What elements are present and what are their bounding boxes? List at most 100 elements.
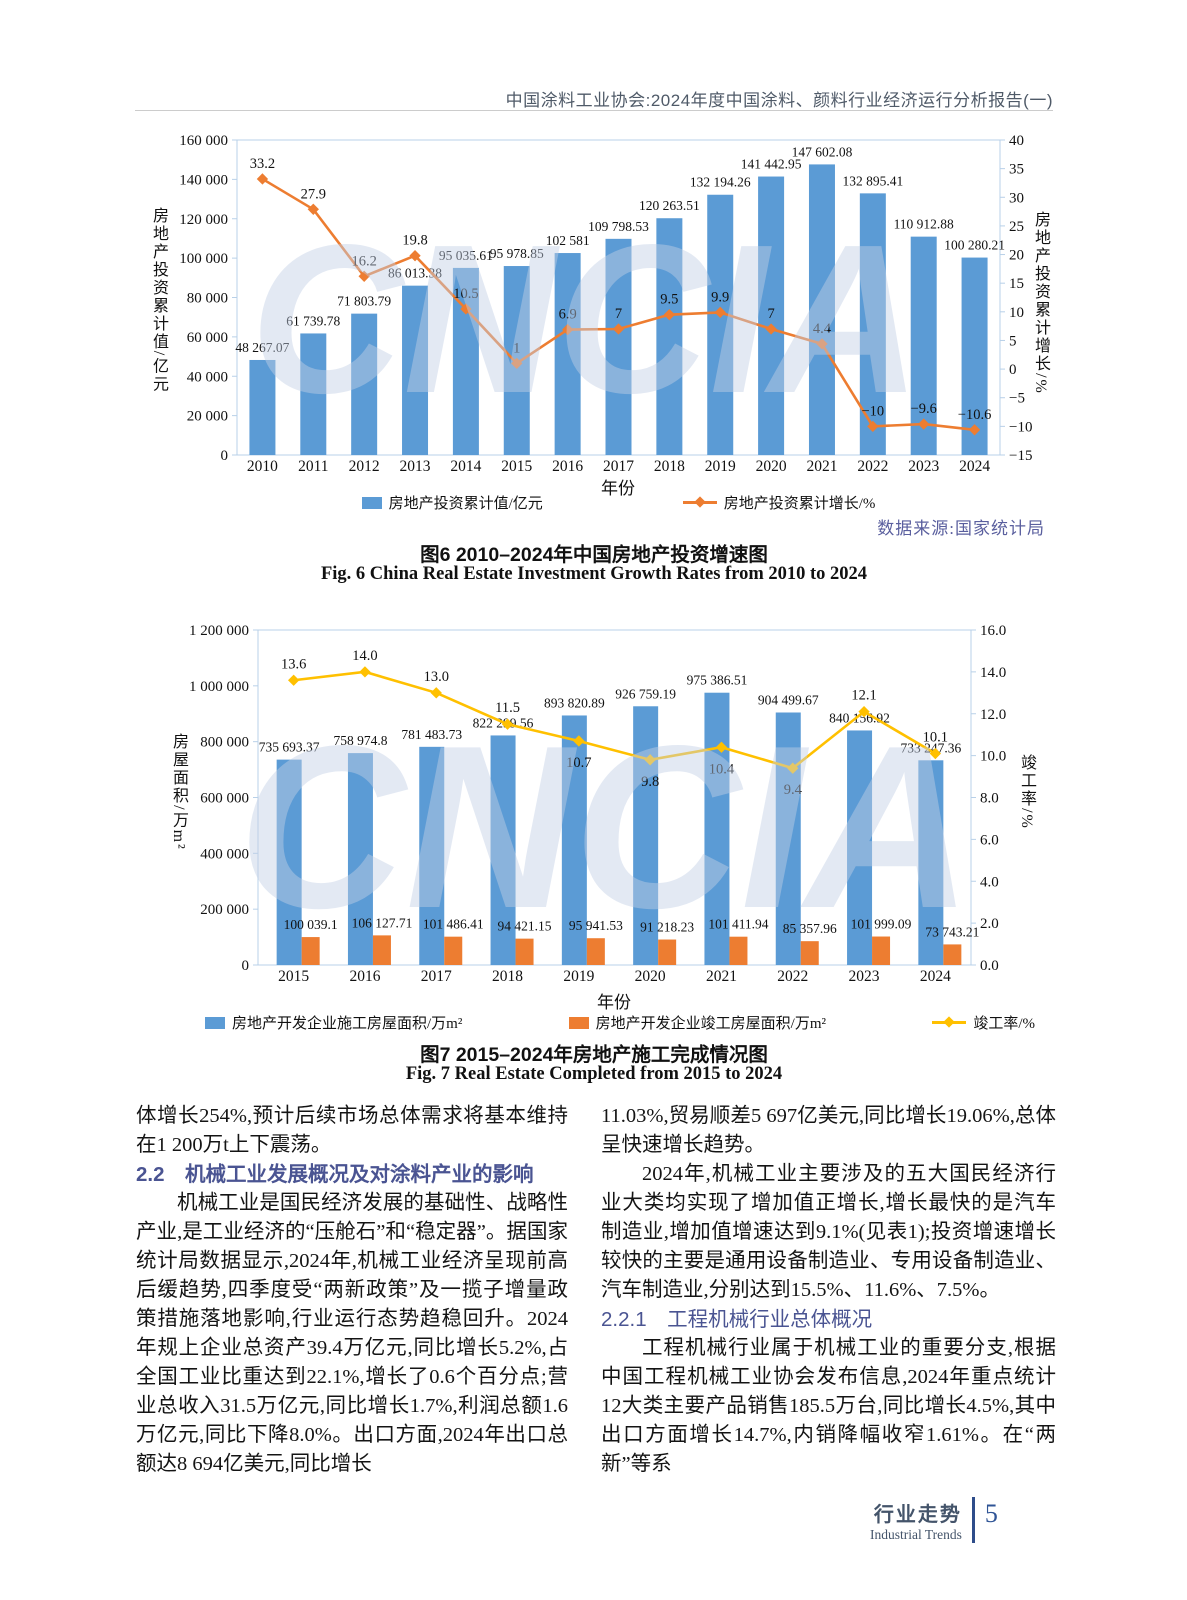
svg-text:95 978.85: 95 978.85: [490, 246, 544, 261]
svg-text:−15: −15: [1009, 448, 1032, 464]
svg-text:2021: 2021: [706, 968, 737, 985]
svg-text:1: 1: [513, 340, 520, 356]
body-paragraph: 体增长254%,预计后续市场总体需求将基本维持在1 200万t上下震荡。: [136, 1105, 568, 1156]
svg-text:95 035.61: 95 035.61: [439, 248, 493, 263]
body-paragraph: 工程机械行业属于机械工业的重要分支,根据中国工程机械工业协会发布信息,2024年…: [601, 1337, 1056, 1475]
page-footer: 行业走势 Industrial Trends 5: [870, 1497, 998, 1543]
legend-bar-swatch-icon: [568, 1016, 589, 1029]
header-divider: [135, 110, 1053, 111]
svg-text:10.0: 10.0: [980, 749, 1006, 765]
svg-text:904 499.67: 904 499.67: [758, 692, 819, 707]
svg-text:100 000: 100 000: [179, 251, 228, 267]
svg-text:110 912.88: 110 912.88: [894, 217, 954, 232]
fig7-right-axis-title: 竣工率/%: [1018, 754, 1035, 830]
svg-text:48 267.07: 48 267.07: [235, 340, 289, 355]
header-title: 中国涂料工业协会:2024年度中国涂料、颜料行业经济运行分析报告(一): [505, 91, 1053, 110]
svg-text:926 759.19: 926 759.19: [615, 686, 676, 701]
svg-text:16.0: 16.0: [980, 623, 1006, 639]
svg-text:101 999.09: 101 999.09: [851, 917, 912, 932]
svg-text:7: 7: [615, 306, 622, 322]
svg-text:27.9: 27.9: [301, 186, 326, 202]
svg-text:120 000: 120 000: [179, 212, 228, 228]
svg-text:102 581: 102 581: [546, 233, 590, 248]
svg-text:94 421.15: 94 421.15: [498, 919, 552, 934]
svg-text:800 000: 800 000: [200, 735, 249, 751]
svg-text:61 739.78: 61 739.78: [286, 313, 340, 328]
svg-text:140 000: 140 000: [179, 172, 228, 188]
legend-item: 房地产投资累计值/亿元: [361, 492, 543, 513]
svg-text:2014: 2014: [450, 458, 481, 475]
legend-label: 房地产开发企业竣工房屋面积/万m²: [595, 1016, 826, 1032]
svg-text:10: 10: [1009, 305, 1024, 321]
svg-text:147 602.08: 147 602.08: [792, 144, 853, 159]
footer-divider-bar: [971, 1497, 975, 1543]
fig6-left-axis-title: 房地产投资累计值/亿元: [150, 206, 167, 394]
body-right-column: 11.03%,贸易顺差5 697亿美元,同比增长19.06%,总体呈快速增长趋势…: [601, 1102, 1056, 1479]
svg-text:893 820.89: 893 820.89: [544, 695, 605, 710]
svg-text:0: 0: [242, 958, 250, 974]
svg-text:−10.6: −10.6: [958, 407, 992, 423]
body-paragraph: 11.03%,贸易顺差5 697亿美元,同比增长19.06%,总体呈快速增长趋势…: [601, 1105, 1056, 1156]
svg-text:975 386.51: 975 386.51: [687, 673, 748, 688]
legend-label: 竣工率/%: [973, 1016, 1035, 1032]
x-category-labels: 2010 2011 2012 2013 2014 2015 2016 2017 2018 2019…: [247, 458, 990, 475]
legend-bar-swatch-icon: [205, 1016, 225, 1029]
section-title: 工程机械行业总体概况: [667, 1308, 873, 1331]
svg-text:10.7: 10.7: [566, 755, 591, 771]
svg-text:40 000: 40 000: [187, 369, 228, 385]
page-number: 5: [984, 1499, 998, 1528]
svg-text:10.4: 10.4: [709, 761, 735, 777]
svg-text:100 039.1: 100 039.1: [284, 917, 338, 932]
svg-text:120 263.51: 120 263.51: [639, 198, 700, 213]
section-heading: 2.2.1 工程机械行业总体概况: [601, 1305, 1056, 1334]
section-number: 2.2.1: [601, 1308, 647, 1331]
section-number: 2.2: [136, 1163, 165, 1186]
fig7-legend: 房地产开发企业施工房屋面积/万m² 房地产开发企业竣工房屋面积/万m² 竣工率/%: [205, 1012, 1035, 1033]
svg-text:4.0: 4.0: [980, 874, 999, 890]
svg-text:400 000: 400 000: [200, 846, 249, 862]
footer-title-cn: 行业走势: [873, 1503, 962, 1526]
svg-text:781 483.73: 781 483.73: [401, 727, 462, 742]
svg-text:2016: 2016: [349, 968, 380, 985]
svg-text:2024: 2024: [959, 458, 990, 475]
svg-text:14.0: 14.0: [352, 648, 377, 664]
svg-text:0.0: 0.0: [980, 958, 999, 974]
legend-label: 房地产投资累计增长/%: [723, 496, 876, 512]
fig7-caption-cn: 图7 2015–2024年房地产施工完成情况图: [420, 1044, 768, 1066]
svg-text:9.5: 9.5: [660, 292, 678, 308]
svg-text:733 247.36: 733 247.36: [900, 740, 961, 755]
svg-text:2020: 2020: [635, 968, 666, 985]
section-heading: 2.2 机械工业发展概况及对涂料产业的影响: [136, 1160, 568, 1189]
legend-item: 房地产投资累计增长/%: [682, 492, 876, 513]
svg-text:16.2: 16.2: [351, 253, 376, 269]
svg-text:−9.6: −9.6: [911, 401, 937, 417]
bar-series: [249, 164, 988, 456]
svg-text:0: 0: [1009, 362, 1017, 378]
svg-text:2023: 2023: [849, 968, 880, 985]
svg-text:85 357.96: 85 357.96: [783, 921, 837, 936]
fig6-caption-en: Fig. 6 China Real Estate Investment Grow…: [320, 564, 868, 584]
section-title: 机械工业发展概况及对涂料产业的影响: [185, 1163, 534, 1186]
svg-text:840 156.92: 840 156.92: [829, 710, 890, 725]
legend-line-swatch-icon: [932, 1016, 967, 1028]
svg-text:2017: 2017: [603, 458, 634, 475]
svg-text:141 442.95: 141 442.95: [741, 157, 802, 172]
legend-item: 竣工率/%: [932, 1012, 1035, 1033]
svg-text:20 000: 20 000: [187, 409, 228, 425]
svg-text:2.0: 2.0: [980, 916, 999, 932]
legend-item: 房地产开发企业施工房屋面积/万m²: [205, 1012, 462, 1033]
svg-text:2019: 2019: [563, 968, 594, 985]
footer-titles: 行业走势 Industrial Trends: [870, 1498, 962, 1543]
svg-text:13.6: 13.6: [281, 656, 306, 672]
svg-text:12.1: 12.1: [851, 688, 876, 704]
svg-text:2011: 2011: [298, 458, 328, 475]
svg-text:735 693.37: 735 693.37: [259, 740, 320, 755]
fig7-left-axis-title: 房屋面积/万m²: [170, 733, 187, 851]
svg-text:7: 7: [767, 306, 774, 322]
svg-text:2015: 2015: [278, 968, 309, 985]
svg-text:10.1: 10.1: [923, 730, 948, 746]
svg-text:2024: 2024: [920, 968, 951, 985]
axes: 1 200 000 1 000 000 800 000 600 000 400 000 2…: [189, 623, 1006, 974]
svg-text:2018: 2018: [492, 968, 523, 985]
